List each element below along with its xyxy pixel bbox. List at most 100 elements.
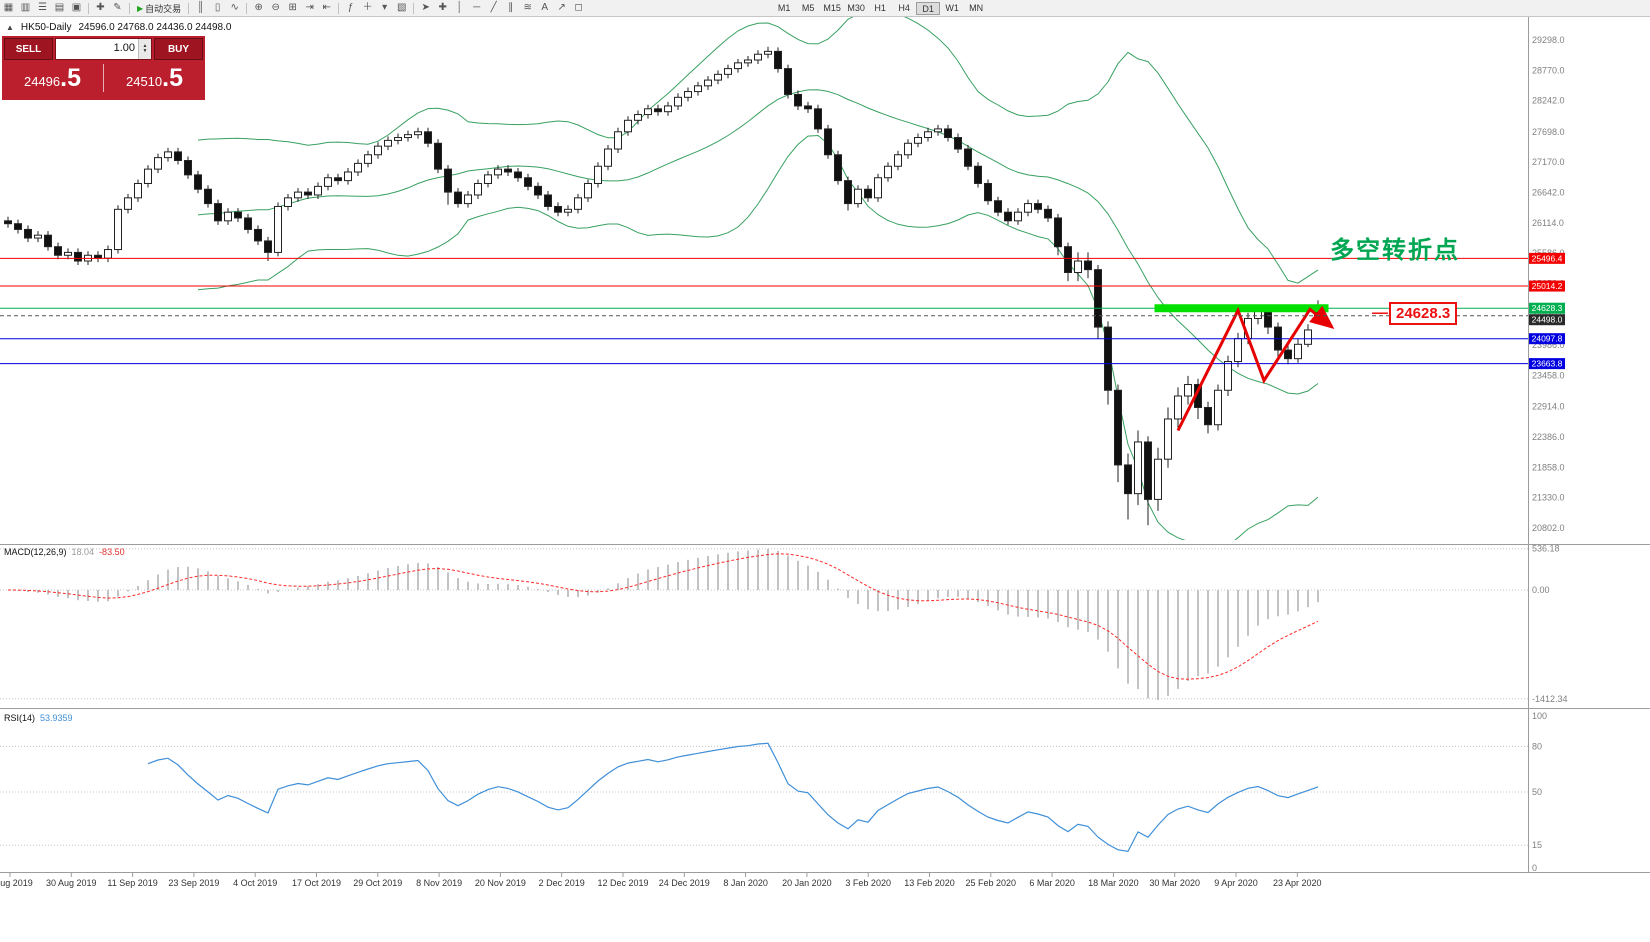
volume-up-icon[interactable]: ▲ [142, 43, 148, 49]
toolbar-separator [88, 2, 89, 14]
chart-title: HK50-Daily [20, 22, 72, 33]
svg-text:23 Apr 2020: 23 Apr 2020 [1273, 878, 1322, 888]
svg-text:26642.0: 26642.0 [1532, 188, 1565, 198]
date-labels: 9 Aug 2019 30 Aug 2019 11 Sep 2019 23 Sep 2… [0, 873, 1322, 888]
svg-text:24530.0: 24530.0 [1532, 309, 1565, 319]
svg-text:15: 15 [1532, 840, 1542, 850]
svg-text:30 Mar 2020: 30 Mar 2020 [1149, 878, 1200, 888]
buy-price[interactable]: 24510 .5 [104, 63, 205, 92]
horizontal-line-icon[interactable]: ─ [473, 2, 481, 13]
buy-button[interactable]: BUY [154, 38, 203, 60]
volume-down-icon[interactable]: ▼ [142, 48, 148, 54]
fibonacci-icon[interactable]: ≋ [523, 2, 532, 13]
macd-layer [0, 548, 1528, 701]
volume-field[interactable]: 1.00 ▲ ▼ [55, 38, 152, 60]
timeframe-mn[interactable]: MN [969, 2, 984, 13]
buy-price-frac: .5 [162, 63, 183, 92]
templates-icon[interactable]: ▧ [396, 2, 407, 13]
rsi-layer [0, 742, 1528, 853]
timeframe-d1[interactable]: D1 [916, 1, 941, 15]
line-chart-icon[interactable]: ∿ [230, 2, 239, 13]
autotrading-button[interactable]: ▶ 自动交易 [137, 3, 182, 14]
timeframe-h1[interactable]: H1 [874, 2, 886, 13]
svg-text:9 Apr 2020: 9 Apr 2020 [1214, 878, 1258, 888]
price-axis[interactable] [1528, 16, 1650, 873]
rsi-panel[interactable] [0, 709, 1528, 872]
zoom-out-icon[interactable]: ⊖ [271, 2, 280, 13]
auto-scroll-icon[interactable]: ⇥ [305, 2, 314, 13]
candlestick-icon[interactable]: ▯ [214, 2, 221, 13]
zoom-in-icon[interactable]: ⊕ [254, 2, 263, 13]
sell-price[interactable]: 24496 .5 [2, 65, 103, 91]
navigator-icon[interactable]: ▤ [54, 2, 65, 13]
indicators-add-icon[interactable]: ＋ [362, 2, 373, 13]
toolbar-separator [188, 2, 190, 14]
price-callout-label[interactable]: 24628.3 [1389, 302, 1458, 325]
svg-text:21858.0: 21858.0 [1532, 462, 1565, 472]
arrows-icon[interactable]: ↗ [557, 2, 566, 13]
date-axis[interactable] [0, 873, 1650, 893]
symbol-bar: ▲ HK50-Daily 24596.0 24768.0 24436.0 244… [6, 22, 231, 33]
timeframe-m30[interactable]: M30 [847, 2, 865, 13]
rsi-value: 53.9359 [40, 713, 73, 723]
new-chart-icon[interactable]: ▦ [3, 2, 14, 13]
channel-icon[interactable]: ∥ [508, 2, 514, 13]
one-click-toggle-icon[interactable]: ▲ [6, 23, 14, 32]
timeframe-m1[interactable]: M1 [777, 2, 791, 13]
price-divider [103, 64, 104, 92]
volume-value[interactable]: 1.00 [113, 42, 135, 54]
vertical-line-icon[interactable]: │ [456, 2, 463, 13]
svg-text:22386.0: 22386.0 [1532, 432, 1565, 442]
svg-text:536.18: 536.18 [1532, 544, 1560, 554]
volume-stepper[interactable]: ▲ ▼ [138, 39, 151, 59]
svg-text:80: 80 [1532, 741, 1542, 751]
toolbar-separator [338, 2, 340, 14]
indicators-icon[interactable]: ƒ [347, 2, 354, 13]
turning-point-text[interactable]: 多空转折点 [1330, 237, 1460, 264]
svg-text:23663.8: 23663.8 [1532, 359, 1563, 369]
timeframe-m15[interactable]: M15 [823, 2, 841, 13]
svg-text:27698.0: 27698.0 [1532, 127, 1565, 137]
level-price-tag [1529, 280, 1565, 292]
svg-text:6 Mar 2020: 6 Mar 2020 [1029, 878, 1075, 888]
timeframe-group: M1 M5 M15 M30 H1 H4 D1 W1 MN [772, 1, 988, 15]
svg-text:24498.0: 24498.0 [1532, 315, 1563, 325]
toolbar-separator [246, 2, 248, 14]
toolbar-separator [413, 2, 415, 14]
terminal-icon[interactable]: ▣ [71, 2, 82, 13]
chart-plot-area[interactable] [0, 16, 1528, 544]
svg-text:13 Feb 2020: 13 Feb 2020 [904, 878, 955, 888]
sell-button[interactable]: SELL [4, 38, 53, 60]
svg-text:17 Oct 2019: 17 Oct 2019 [292, 878, 341, 888]
timeframe-m5[interactable]: M5 [801, 2, 815, 13]
timeframe-w1[interactable]: W1 [945, 2, 959, 13]
macd-panel[interactable] [0, 545, 1528, 708]
chart-shift-icon[interactable]: ⇤ [322, 2, 331, 13]
candles-layer [4, 46, 1322, 526]
svg-text:-1412.34: -1412.34 [1532, 694, 1568, 704]
text-label-icon[interactable]: A [541, 2, 548, 13]
macd-name: MACD(12,26,9) [4, 547, 67, 557]
trendline-icon[interactable]: ╱ [490, 2, 497, 13]
main-toolbar: ▦ ▥ ☰ ▤ ▣ ✚ ✎ ▶ 自动交易 ║ ▯ ∿ ⊕ ⊖ ⊞ ⇥ ⇤ ƒ ＋ ▾ ▧ ➤ ✚ │ ─ ╱ ∥ ≋ A ↗ ◻ M1 M5 M1… [0, 0, 1650, 17]
svg-text:50: 50 [1532, 787, 1542, 797]
chart-profiles-icon[interactable]: ▥ [20, 2, 31, 13]
svg-text:25014.2: 25014.2 [1532, 281, 1563, 291]
metaeditor-icon[interactable]: ✎ [113, 2, 122, 13]
bar-chart-icon[interactable]: ║ [197, 2, 205, 13]
current-price-tag [1529, 314, 1565, 326]
shapes-icon[interactable]: ◻ [574, 2, 583, 13]
timeframe-h4[interactable]: H4 [898, 2, 910, 13]
svg-text:8 Nov 2019: 8 Nov 2019 [416, 878, 462, 888]
ohlc-readout: 24596.0 24768.0 24436.0 24498.0 [78, 22, 232, 33]
tile-windows-icon[interactable]: ⊞ [288, 2, 297, 13]
crosshair-icon[interactable]: ✚ [438, 2, 447, 13]
level-price-tag [1529, 358, 1565, 370]
svg-text:23458.0: 23458.0 [1532, 370, 1565, 380]
svg-text:3 Feb 2020: 3 Feb 2020 [845, 878, 891, 888]
one-click-trading-panel: SELL 1.00 ▲ ▼ BUY 24496 .5 24510 .5 [2, 36, 205, 100]
periods-dropdown-icon[interactable]: ▾ [382, 2, 388, 13]
cursor-icon[interactable]: ➤ [421, 2, 430, 13]
new-order-icon[interactable]: ✚ [96, 2, 105, 13]
market-watch-icon[interactable]: ☰ [38, 2, 47, 13]
